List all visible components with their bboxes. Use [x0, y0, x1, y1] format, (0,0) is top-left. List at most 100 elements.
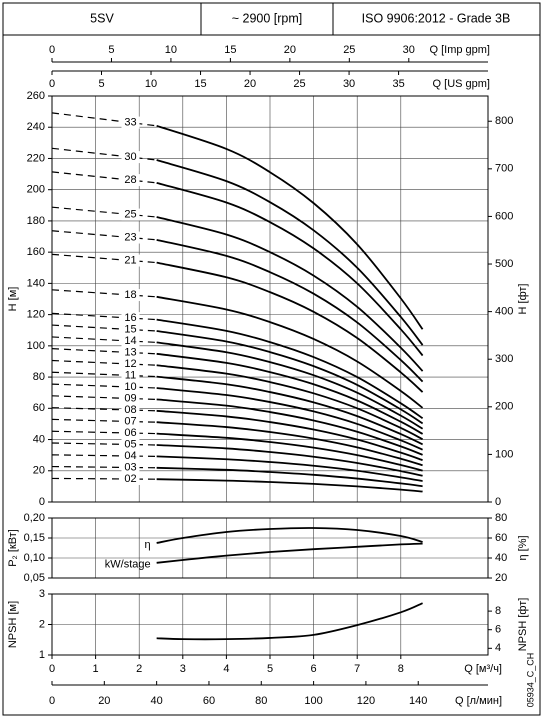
y-tick-label: 3 — [39, 588, 45, 600]
curve — [156, 159, 424, 346]
y-tick-label: 0,05 — [24, 572, 45, 584]
curve — [156, 330, 424, 425]
curve — [156, 261, 424, 393]
curve — [156, 602, 423, 641]
curve-shutoff — [51, 348, 157, 355]
curve-shutoff — [51, 253, 157, 264]
x-tick-label: 20 — [284, 44, 296, 56]
x-tick-label: 80 — [255, 695, 267, 707]
curve-label: 04 — [124, 450, 136, 462]
x-tick-label: 4 — [223, 663, 229, 675]
x-tick-label: 0 — [49, 78, 55, 90]
curve-shutoff — [51, 454, 157, 458]
curve-label: 15 — [124, 323, 136, 335]
y-tick-label: 120 — [27, 309, 45, 321]
curve — [156, 216, 424, 372]
curve-shutoff — [51, 371, 157, 378]
curve-shutoff — [51, 465, 157, 469]
curve-shutoff — [51, 359, 157, 366]
y2-tick-label: 700 — [495, 163, 513, 175]
label-bg — [121, 208, 140, 221]
y-tick-label: 60 — [33, 402, 45, 414]
y2-tick-label: 200 — [495, 401, 513, 413]
y2-tick-label: 0 — [495, 496, 501, 508]
x-tick-label: 5 — [98, 78, 104, 90]
y-tick-label: 100 — [27, 340, 45, 352]
y2-tick-label: 800 — [495, 115, 513, 127]
curve-shutoff — [51, 112, 157, 127]
y2-axis-title: H [фт] — [517, 284, 529, 315]
curve — [156, 421, 423, 467]
label-bg — [121, 254, 140, 267]
x-tick-label: 25 — [343, 44, 355, 56]
curve-shutoff — [51, 477, 157, 480]
x-tick-label: 5 — [108, 44, 114, 56]
curve-label: 10 — [124, 381, 136, 393]
label-bg — [121, 404, 140, 417]
curve — [156, 352, 424, 435]
curve-label: 02 — [124, 473, 136, 485]
x-axis-title: Q [м³/ч] — [464, 663, 502, 675]
curve-label: 23 — [124, 231, 136, 243]
label-bg — [121, 415, 140, 428]
curve — [156, 542, 423, 564]
curve-label: 09 — [124, 392, 136, 404]
x-tick-label: 15 — [224, 44, 236, 56]
x-tick-label: 6 — [311, 663, 317, 675]
plot-frame — [51, 517, 489, 579]
curve-shutoff — [51, 418, 157, 423]
plot-frame — [51, 95, 489, 503]
curve-label: 16 — [124, 312, 136, 324]
curve-shutoff — [51, 442, 157, 446]
curve-label: 07 — [124, 415, 136, 427]
x-tick-label: 20 — [244, 78, 256, 90]
y-tick-label: 0,15 — [24, 532, 45, 544]
label-bg — [121, 151, 140, 164]
curve-label: 25 — [124, 208, 136, 220]
curve — [156, 341, 424, 430]
y2-tick-label: 500 — [495, 258, 513, 270]
curve — [156, 444, 423, 477]
curve — [156, 364, 424, 441]
curve — [156, 318, 424, 420]
label-bg — [121, 392, 140, 405]
y2-tick-label: 400 — [495, 306, 513, 318]
y-axis-title: NPSH [м] — [7, 601, 19, 648]
y-tick-label: 240 — [27, 121, 45, 133]
curve-label: 12 — [124, 358, 136, 370]
curve — [156, 124, 424, 330]
y-tick-label: 220 — [27, 152, 45, 164]
y-tick-label: 80 — [33, 371, 45, 383]
curve — [156, 398, 423, 456]
y2-axis-title: η [%] — [517, 535, 529, 560]
y-tick-label: 1 — [39, 649, 45, 661]
x-axis-title: Q [л/мин] — [455, 695, 502, 707]
curve-shutoff — [51, 230, 157, 241]
header-speed: ~ 2900 [rpm] — [232, 11, 303, 25]
label-bg — [121, 358, 140, 371]
curve — [156, 432, 423, 472]
curve — [156, 387, 423, 451]
y2-tick-label: 40 — [495, 552, 507, 564]
x-tick-label: 8 — [398, 663, 404, 675]
curve-shutoff — [51, 336, 157, 344]
label-bg — [121, 369, 140, 382]
curve-shutoff — [51, 206, 157, 218]
label-bg — [121, 473, 140, 486]
y2-tick-label: 600 — [495, 210, 513, 222]
curve — [156, 478, 423, 493]
y-tick-label: 2 — [39, 618, 45, 630]
curve-label: 14 — [124, 335, 136, 347]
y2-tick-label: 300 — [495, 353, 513, 365]
x-tick-label: 20 — [98, 695, 110, 707]
header-model: 5SV — [90, 11, 114, 25]
x-tick-label: 7 — [354, 663, 360, 675]
x-tick-label: 0 — [49, 44, 55, 56]
header-standard: ISO 9906:2012 - Grade 3B — [362, 11, 511, 25]
curve-label: 06 — [124, 427, 136, 439]
curve-shutoff — [51, 171, 157, 184]
x-tick-label: 25 — [293, 78, 305, 90]
curve — [156, 181, 424, 357]
x-tick-label: 0 — [49, 663, 55, 675]
